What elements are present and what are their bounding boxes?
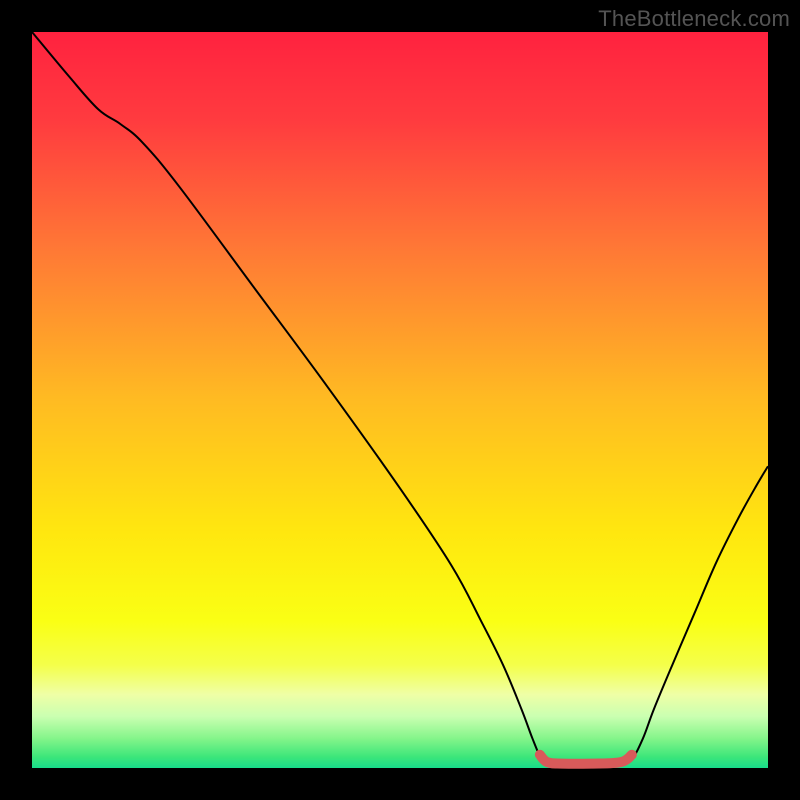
chart-plot xyxy=(0,0,800,800)
chart-container: TheBottleneck.com xyxy=(0,0,800,800)
